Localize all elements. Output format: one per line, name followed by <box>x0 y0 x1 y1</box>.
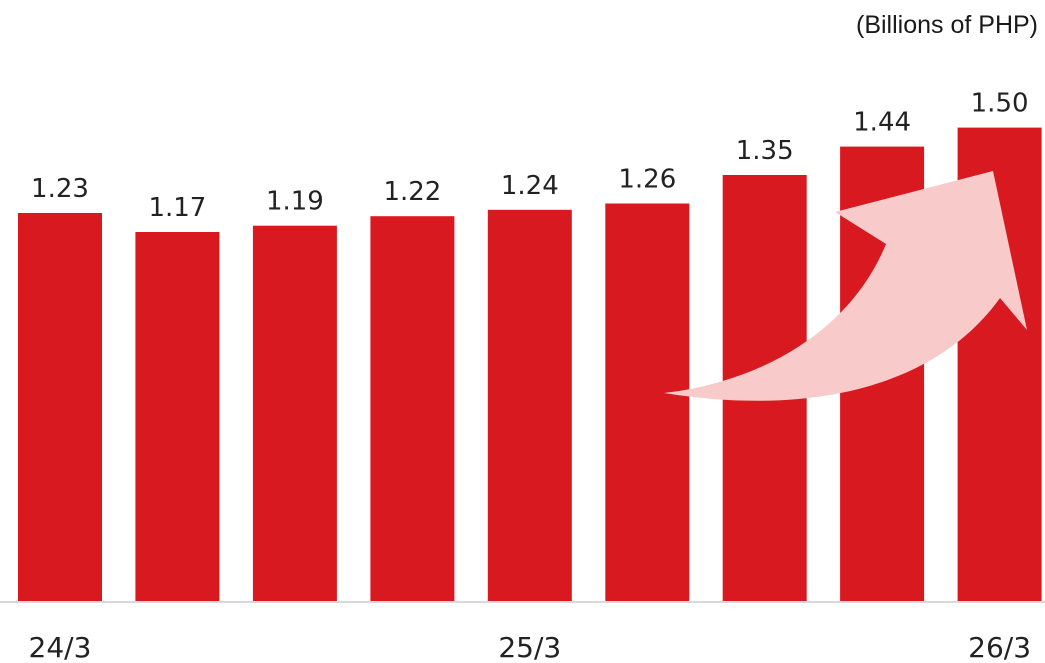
x-tick-label-3: 26/3 <box>968 631 1031 663</box>
bar-6 <box>605 203 690 602</box>
value-label-2: 1.17 <box>148 193 206 223</box>
unit-label: (Billions of PHP) <box>856 11 1038 39</box>
value-label-3: 1.19 <box>266 187 324 217</box>
bar-1 <box>18 213 102 602</box>
trend-arrow-icon <box>664 171 1027 401</box>
bars-group <box>18 127 1042 603</box>
value-label-8: 1.44 <box>853 108 911 138</box>
bar-4 <box>370 216 455 602</box>
value-label-6: 1.26 <box>618 165 676 195</box>
value-labels-group: 1.23 1.17 1.19 1.22 1.24 1.26 1.35 1.44 1.50 <box>31 89 1028 223</box>
value-label-1: 1.23 <box>31 174 89 204</box>
x-tick-label-1: 24/3 <box>29 631 92 663</box>
bar-3 <box>252 225 337 602</box>
value-label-7: 1.35 <box>736 136 794 166</box>
value-label-4: 1.22 <box>383 177 441 207</box>
bar-5 <box>487 209 572 603</box>
value-label-9: 1.50 <box>971 89 1029 119</box>
value-label-5: 1.24 <box>501 171 559 201</box>
bar-2 <box>135 232 220 602</box>
x-tick-labels-group: 24/3 25/3 26/3 <box>29 631 1031 663</box>
x-tick-label-2: 25/3 <box>498 631 561 663</box>
